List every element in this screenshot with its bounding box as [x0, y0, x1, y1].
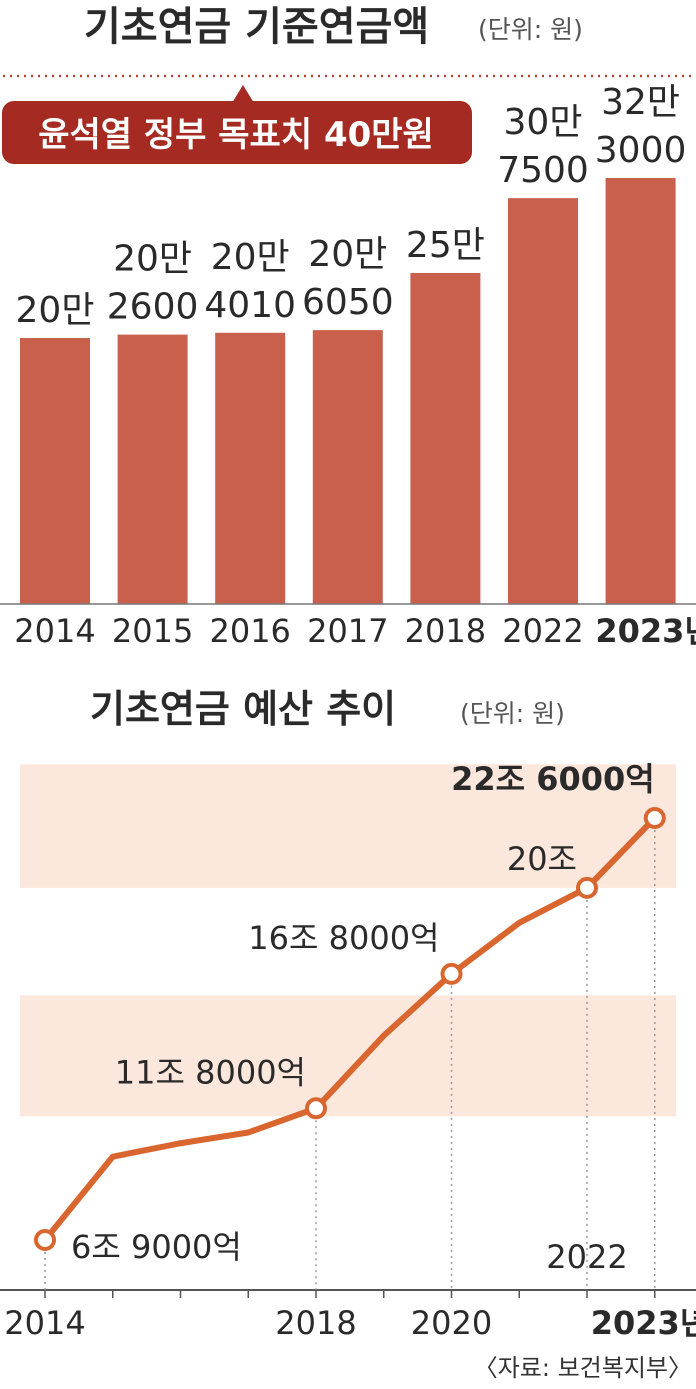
data-point-2023	[643, 807, 666, 829]
bar-value-label: 7500	[497, 150, 589, 191]
bar-x-tick: 2015	[112, 612, 193, 650]
bar-value-label: 2600	[107, 287, 199, 328]
line-x-tick: 2018	[275, 1304, 356, 1342]
bar-x-tick: 2014	[14, 612, 95, 650]
bar-2018	[410, 272, 481, 604]
source-note: 〈자료: 보건복지부〉	[474, 1354, 692, 1382]
line-x-tick: 2020	[411, 1304, 492, 1342]
bar-value-label: 30만	[504, 102, 583, 143]
data-point-2014	[34, 1229, 56, 1251]
point-value-label: 16조 8000억	[248, 919, 439, 957]
bar-value-label: 4010	[204, 285, 296, 326]
target-label: 윤석열 정부 목표치 40만원	[38, 115, 434, 155]
background-band	[20, 764, 676, 888]
bar-chart-title: 기초연금 기준연금액	[84, 4, 429, 50]
bars-layer: 20만 20만 2600 20만 4010 20만 6050 25만 30만 7500 32만 300…	[16, 82, 687, 604]
bar-2014	[20, 338, 90, 604]
bar-value-label: 20만	[16, 290, 95, 331]
budget-line	[42, 815, 658, 1243]
bar-2015	[117, 334, 188, 604]
bar-value-label: 3000	[595, 130, 687, 171]
line-x-tick: 2023년	[591, 1304, 696, 1342]
bar-x-axis: 2014 2015 2016 2017 2018 2022 2023년	[14, 612, 696, 650]
bar-value-label: 25만	[406, 225, 485, 266]
point-value-label: 22조 6000억	[451, 760, 655, 798]
inner-year-label: 2022	[546, 1238, 627, 1276]
bar-2022	[508, 198, 578, 604]
background-band	[20, 995, 676, 1117]
bar-value-label: 20만	[113, 239, 192, 280]
bar-chart-unit: (단위: 원)	[478, 15, 583, 44]
bar-x-tick: 2017	[307, 612, 388, 650]
data-point-2018	[305, 1097, 327, 1120]
bar-2016	[215, 332, 286, 604]
bar-value-label: 20만	[308, 234, 387, 275]
point-value-label: 11조 8000억	[115, 1053, 306, 1091]
bar-value-label: 20만	[211, 237, 290, 278]
bar-x-tick: 2023년	[595, 612, 696, 650]
bar-x-tick: 2018	[405, 612, 486, 650]
target-badge: 윤석열 정부 목표치 40만원	[2, 85, 472, 164]
bar-2023년	[605, 178, 676, 604]
point-value-label: 20조	[507, 840, 577, 878]
bar-2017	[312, 330, 383, 604]
line-x-tick: 2014	[4, 1304, 85, 1342]
bar-value-label: 6050	[302, 282, 394, 323]
line-chart-unit: (단위: 원)	[460, 699, 565, 728]
data-point-2020	[440, 962, 463, 985]
line-chart-title: 기초연금 예산 추이	[90, 687, 396, 731]
point-value-label: 6조 9000억	[71, 1228, 242, 1266]
bar-x-tick: 2022	[502, 612, 583, 650]
bar-value-label: 32만	[601, 82, 680, 123]
line-layer: 6조 9000억 11조 8000억 16조 8000억 20조 22조 6000억 20…	[0, 760, 696, 1342]
data-point-2022	[576, 876, 598, 899]
bar-x-tick: 2016	[209, 612, 290, 650]
